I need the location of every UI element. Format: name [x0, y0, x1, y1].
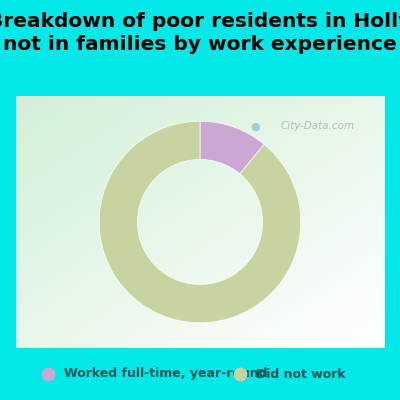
Text: Worked full-time, year-round: Worked full-time, year-round: [64, 368, 268, 380]
Text: ●: ●: [250, 121, 260, 131]
Wedge shape: [99, 121, 301, 323]
Text: Did not work: Did not work: [256, 368, 346, 380]
Text: City-Data.com: City-Data.com: [281, 121, 355, 131]
Wedge shape: [200, 121, 264, 174]
Text: Breakdown of poor residents in Holly
not in families by work experience: Breakdown of poor residents in Holly not…: [0, 12, 400, 54]
